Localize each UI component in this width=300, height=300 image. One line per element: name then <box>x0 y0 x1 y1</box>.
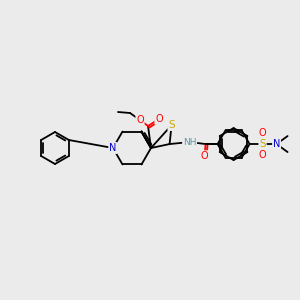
Text: N: N <box>109 143 117 153</box>
Text: O: O <box>155 114 163 124</box>
Text: N: N <box>273 139 280 149</box>
Text: NH: NH <box>183 137 196 146</box>
Text: O: O <box>259 150 266 160</box>
Text: O: O <box>259 128 266 138</box>
Text: S: S <box>168 120 175 130</box>
Text: O: O <box>201 151 208 161</box>
Text: O: O <box>136 115 144 125</box>
Text: N: N <box>109 143 117 153</box>
Text: S: S <box>259 139 266 149</box>
